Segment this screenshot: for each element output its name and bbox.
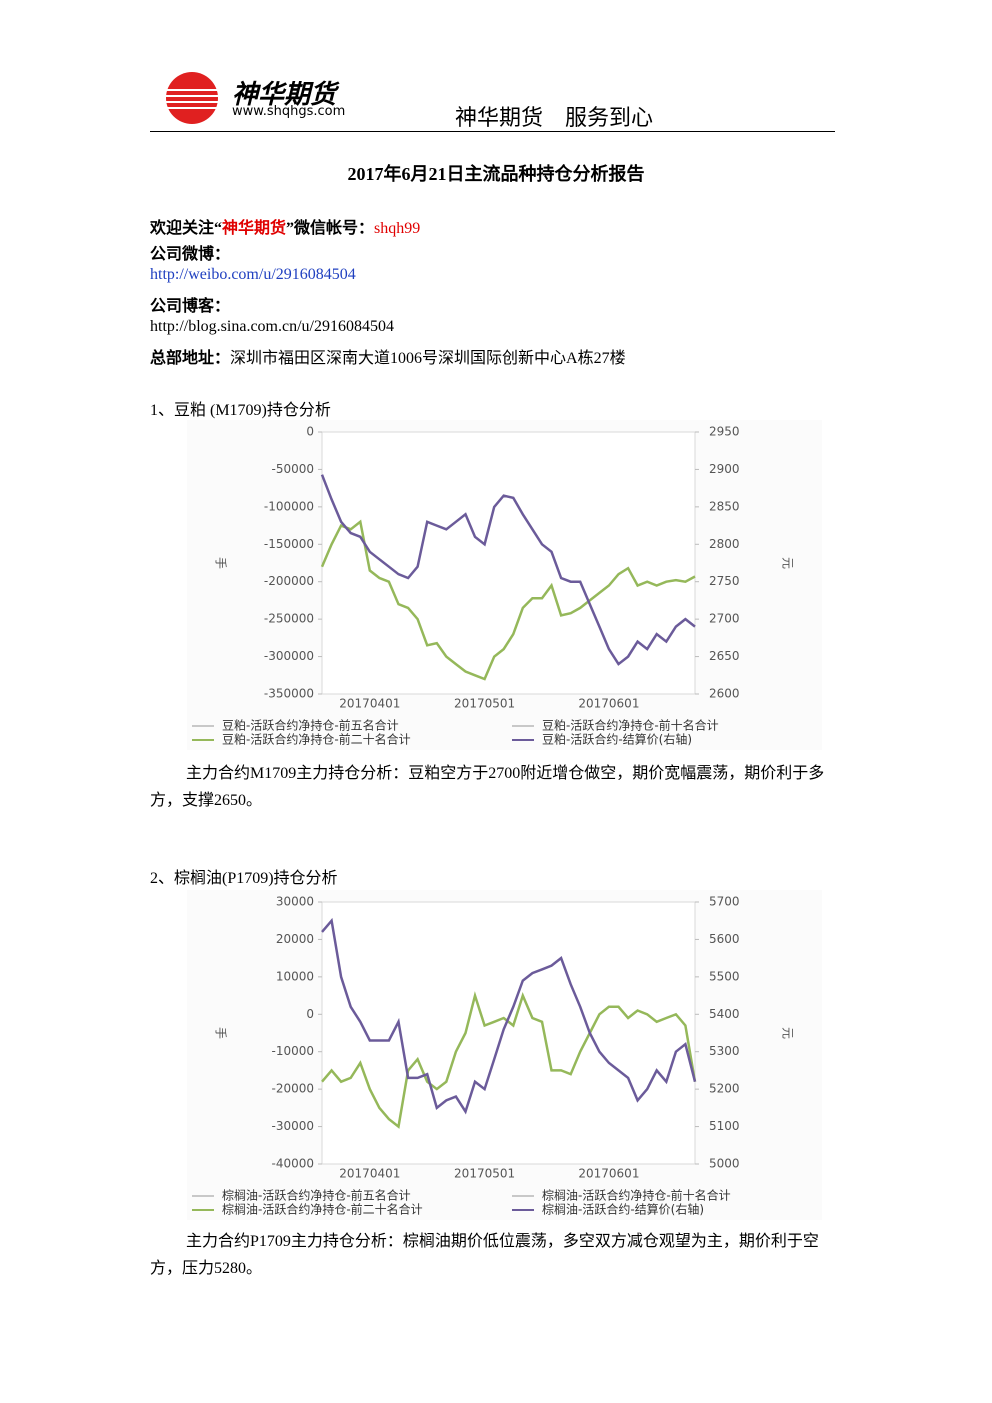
logo-text: 神华期货 — [232, 80, 337, 110]
address-line: 总部地址：深圳市福田区深南大道1006号深圳国际创新中心A栋27楼 — [150, 344, 626, 368]
header-rule — [150, 131, 835, 132]
y2-tick-label: 2950 — [709, 425, 740, 439]
chart: 0 -50000 -100000 -150000 -200000 -250000 -3000… — [187, 420, 822, 750]
series-line — [321, 917, 697, 1115]
y-tick-label: -30000 — [271, 1119, 314, 1133]
analysis: 主力合约P1709主力持仓分析：棕榈油期价低位震荡，多空双方减仓观望为主，期价利… — [150, 1233, 819, 1277]
section-heading: 1、豆粕 (M1709)持仓分析 — [150, 402, 331, 419]
y-tick-label: -200000 — [264, 574, 314, 588]
y-tick-label: 10000 — [276, 969, 314, 983]
analysis: 主力合约M1709主力持仓分析：豆粕空方于2700附近增仓做空，期价宽幅震荡，期… — [150, 765, 825, 809]
text: 神华期货 — [222, 220, 287, 237]
title: 2017年6月21日主流品种持仓分析报告 — [347, 164, 645, 184]
x-tick-label: 20170501 — [454, 697, 515, 711]
legend-label: 棕榈油-活跃合约-结算价(右轴) — [542, 1202, 704, 1217]
blog-label: 公司博客： — [150, 298, 231, 315]
text: 深圳市福田区深南大道1006号深圳国际创新中心A栋27楼 — [230, 350, 626, 367]
y-tick-label: 30000 — [276, 895, 314, 909]
text: ”微信帐号： — [286, 220, 375, 237]
y2-tick-label: 2800 — [709, 537, 740, 551]
y-tick-label: -40000 — [271, 1157, 314, 1171]
y2-tick-label: 5300 — [709, 1044, 740, 1058]
y2-tick-label: 5600 — [709, 932, 740, 946]
y-axis-label: 手 — [214, 557, 228, 569]
y2-axis-label: 元 — [781, 1027, 795, 1039]
logo-mark — [164, 72, 220, 124]
y-tick-label: -150000 — [264, 537, 314, 551]
y2-tick-label: 5100 — [709, 1119, 740, 1133]
y2-tick-label: 2600 — [709, 687, 740, 701]
y-axis-label: 手 — [214, 1027, 228, 1039]
x-tick-label: 20170601 — [578, 697, 639, 711]
series-line — [320, 519, 696, 681]
x-tick-label: 20170401 — [339, 1167, 400, 1181]
legend-label: 棕榈油-活跃合约净持仓-前二十名合计 — [222, 1202, 423, 1217]
y-tick-label: -250000 — [264, 612, 314, 626]
y-tick-label: -100000 — [264, 499, 314, 513]
y-tick-label: 0 — [306, 425, 314, 439]
logo-url: www.shqhgs.com — [232, 104, 346, 119]
text: 欢迎关注“ — [150, 220, 223, 237]
y2-tick-label: 2750 — [709, 574, 740, 588]
legend-label: 豆粕-活跃合约净持仓-前十名合计 — [542, 718, 719, 733]
y-tick-label: 0 — [306, 1007, 314, 1021]
y2-tick-label: 2700 — [709, 612, 740, 626]
y-tick-label: -300000 — [264, 649, 314, 663]
text: shqh99 — [374, 220, 421, 237]
blog-url: http://blog.sina.com.cn/u/2916084504 — [150, 318, 394, 335]
wechat-line: 欢迎关注“神华期货”微信帐号：shqh99 — [150, 214, 420, 238]
slogan: 神华期货 服务到心 — [455, 106, 654, 131]
y2-tick-label: 5000 — [709, 1157, 740, 1171]
text: 总部地址： — [150, 350, 231, 367]
legend-label: 豆粕-活跃合约净持仓-前五名合计 — [222, 718, 399, 733]
y2-axis-label: 元 — [781, 557, 795, 569]
y2-tick-label: 2650 — [709, 649, 740, 663]
legend-label: 豆粕-活跃合约-结算价(右轴) — [542, 732, 692, 747]
chart: 30000 20000 10000 0 -10000 -20000 -30000 -40000… — [187, 890, 822, 1220]
x-tick-label: 20170501 — [454, 1167, 515, 1181]
y-tick-label: 20000 — [276, 932, 314, 946]
legend-label: 棕榈油-活跃合约净持仓-前十名合计 — [542, 1188, 731, 1203]
y2-tick-label: 5400 — [709, 1007, 740, 1021]
x-tick-label: 20170401 — [339, 697, 400, 711]
legend-label: 棕榈油-活跃合约净持仓-前五名合计 — [222, 1188, 411, 1203]
weibo-url[interactable]: http://weibo.com/u/2916084504 — [150, 266, 356, 283]
y-tick-label: -10000 — [271, 1044, 314, 1058]
series-line — [320, 474, 696, 666]
y-tick-label: -350000 — [264, 687, 314, 701]
legend-label: 豆粕-活跃合约净持仓-前二十名合计 — [222, 732, 411, 747]
y2-tick-label: 2850 — [709, 499, 740, 513]
y2-tick-label: 2900 — [709, 462, 740, 476]
weibo-label: 公司微博： — [150, 246, 231, 263]
plot-area — [321, 901, 696, 1165]
section-heading: 2、棕榈油(P1709)持仓分析 — [150, 870, 338, 887]
y2-tick-label: 5700 — [709, 895, 740, 909]
y2-tick-label: 5200 — [709, 1082, 740, 1096]
plot-area — [321, 431, 696, 695]
x-tick-label: 20170601 — [578, 1167, 639, 1181]
y-tick-label: -50000 — [271, 462, 314, 476]
y-tick-label: -20000 — [271, 1082, 314, 1096]
y2-tick-label: 5500 — [709, 969, 740, 983]
series-line — [321, 991, 697, 1129]
